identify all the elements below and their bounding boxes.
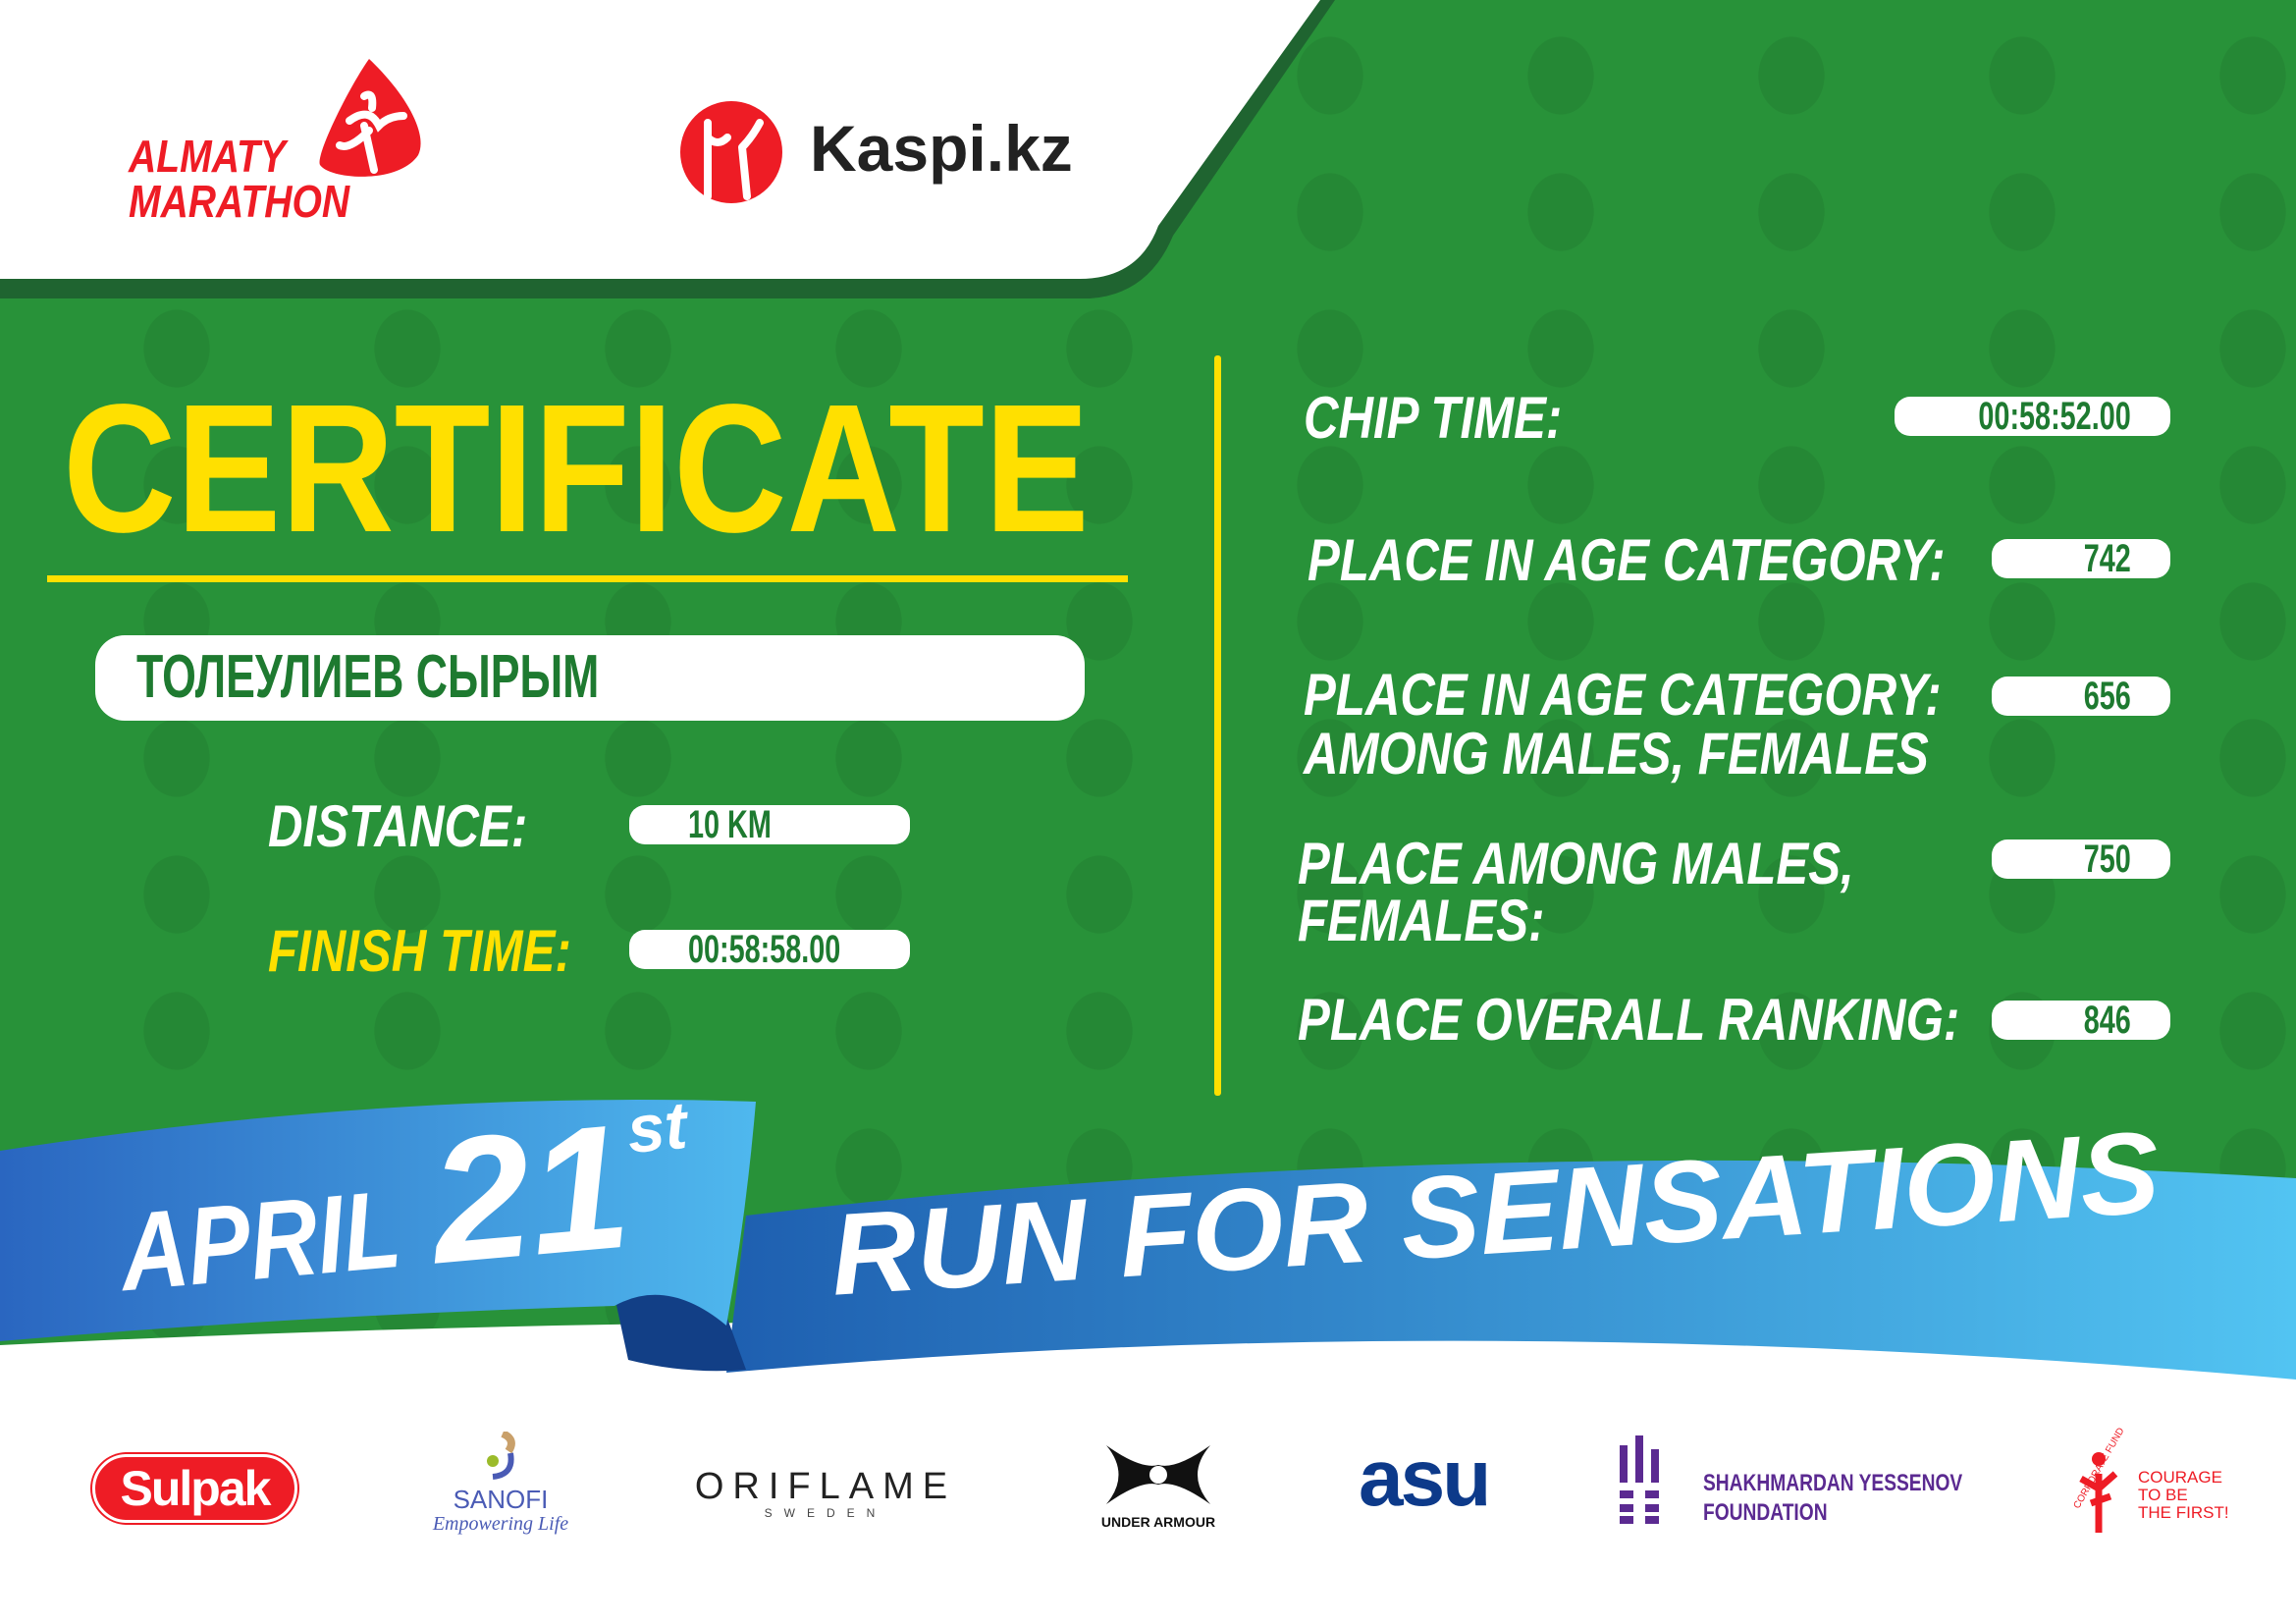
gender-place-label-line2: FEMALES:: [1298, 888, 1545, 953]
distance-label: DISTANCE:: [268, 793, 528, 859]
sanofi-tagline: Empowering Life: [432, 1513, 569, 1535]
under-armour-icon: [1106, 1445, 1210, 1504]
sanofi-logo: SANOFI Empowering Life: [422, 1430, 579, 1549]
courage-line2: TO BE: [2138, 1486, 2188, 1504]
finish-time-label: FINISH TIME:: [268, 918, 571, 984]
gender-place-field: 750: [1992, 839, 2170, 879]
participant-name-field: ТОЛЕУЛИЕВ СЫРЫМ: [95, 635, 1085, 721]
age-category-gender-field: 656: [1992, 677, 2170, 716]
date-suffix: st: [623, 1087, 690, 1167]
sulpak-text: Sulpak: [120, 1461, 272, 1516]
vertical-divider: [1214, 355, 1221, 1096]
title-underline: [47, 575, 1128, 582]
oriflame-name: ORIFLAME: [694, 1466, 957, 1507]
overall-ranking-label: PLACE OVERALL RANKING:: [1298, 987, 1960, 1053]
asu-logo: asu: [1359, 1434, 1491, 1523]
distance-value: 10 KM: [688, 803, 772, 846]
kaspi-logo: Kaspi.kz: [678, 98, 1073, 206]
age-category-gender-label-line2: AMONG MALES, FEMALES: [1304, 721, 1929, 786]
yessenov-text: SHAKHMARDAN YESSENOV FOUNDATION: [1703, 1469, 1962, 1528]
finish-time-value: 00:58:58.00: [688, 928, 841, 971]
courage-line3: THE FIRST!: [2138, 1503, 2229, 1522]
courage-text: COURAGE TO BE THE FIRST!: [2138, 1469, 2229, 1522]
almaty-marathon-logo: ALMATY MARATHON: [129, 57, 462, 229]
chip-time-field: 00:58:52.00: [1895, 397, 2170, 436]
sanofi-swirl-icon: [487, 1430, 515, 1480]
overall-ranking-field: 846: [1992, 1001, 2170, 1040]
courage-line1: COURAGE: [2138, 1468, 2222, 1487]
age-category-place-field: 742: [1992, 539, 2170, 578]
kaspi-emblem-icon: [680, 101, 782, 203]
gender-place-value: 750: [2083, 838, 2131, 881]
age-category-place-label: PLACE IN AGE CATEGORY:: [1308, 527, 1946, 593]
certificate-title: CERTIFICATE: [63, 367, 1090, 570]
date-month: APRIL: [115, 1166, 405, 1315]
oriflame-logo: ORIFLAME SWEDEN: [691, 1467, 960, 1520]
kaspi-text: Kaspi.kz: [810, 112, 1073, 185]
sanofi-name: SANOFI: [453, 1485, 549, 1514]
gender-place-label-line1: PLACE AMONG MALES,: [1298, 831, 1854, 896]
under-armour-logo: UNDER ARMOUR: [1075, 1440, 1242, 1530]
overall-ranking-value: 846: [2083, 999, 2131, 1042]
courage-fund-icon: CORPORATE FUND: [2054, 1426, 2127, 1540]
date-day: 21: [423, 1087, 637, 1302]
age-category-place-value: 742: [2083, 537, 2131, 580]
chip-time-label: CHIP TIME:: [1304, 385, 1563, 451]
runner-drop-icon: [319, 59, 421, 177]
oriflame-sub: SWEDEN: [764, 1506, 887, 1520]
logo-text-almaty: ALMATY: [129, 131, 286, 182]
age-category-gender-value: 656: [2083, 675, 2131, 718]
chip-time-value: 00:58:52.00: [1978, 395, 2131, 438]
yessenov-line2: FOUNDATION: [1703, 1499, 1828, 1526]
header-panel: [0, 0, 1335, 298]
age-category-gender-label-line1: PLACE IN AGE CATEGORY:: [1304, 662, 1942, 728]
yessenov-line1: SHAKHMARDAN YESSENOV: [1703, 1470, 1963, 1496]
finish-time-field: 00:58:58.00: [629, 930, 910, 969]
yessenov-bars-icon: [1618, 1435, 1663, 1524]
sulpak-logo: Sulpak: [92, 1454, 297, 1523]
under-armour-text: UNDER ARMOUR: [1100, 1514, 1216, 1530]
logo-text-marathon: MARATHON: [129, 176, 350, 227]
distance-field: 10 KM: [629, 805, 910, 844]
participant-name: ТОЛЕУЛИЕВ СЫРЫМ: [136, 643, 600, 711]
